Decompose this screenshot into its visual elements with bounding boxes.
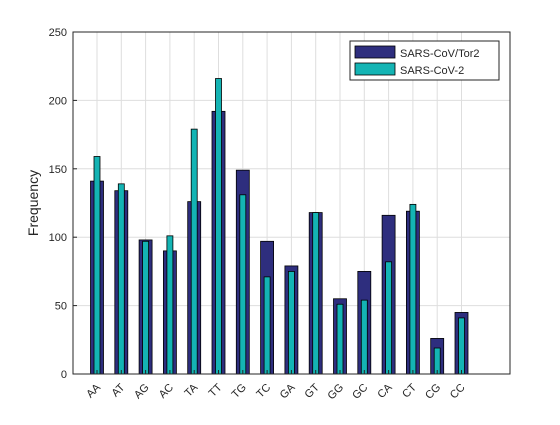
x-tick-label: TC [254, 382, 273, 401]
x-tick-label: CT [400, 381, 419, 400]
legend-swatch-cov2 [354, 62, 396, 76]
x-tick-label: CA [375, 381, 395, 401]
y-axis-label: Frequency [25, 170, 41, 236]
bar-sars-cov-2 [142, 240, 150, 375]
bar-sars-cov-2 [336, 303, 344, 375]
bar-sars-cov-2 [312, 212, 320, 375]
bar-sars-cov-2 [215, 78, 222, 375]
x-tick-label: GC [350, 382, 370, 402]
bar-sars-cov-2 [190, 128, 198, 375]
legend-swatch-tor2 [354, 45, 396, 59]
bar-sars-cov-2 [409, 203, 417, 375]
legend-label-cov2: SARS-CoV-2 [400, 65, 464, 77]
bar-sars-cov-2 [166, 235, 174, 375]
bar-sars-cov-2 [263, 276, 271, 375]
x-tick-label: GA [278, 381, 298, 401]
y-tick-label: 250 [49, 27, 67, 39]
bar-sars-cov-2 [287, 270, 295, 375]
bar-sars-cov-2 [239, 194, 247, 375]
bar-sars-cov-2 [117, 183, 125, 375]
bars-group [90, 78, 469, 375]
legend-label-tor2: SARS-CoV/Tor2 [400, 48, 479, 60]
x-tick-label: AT [110, 381, 128, 399]
y-tick-label: 150 [49, 164, 67, 176]
x-tick-label: TG [230, 382, 249, 401]
x-tick-label: AA [84, 381, 103, 400]
bar-sars-cov-2 [93, 156, 101, 375]
legend: SARS-CoV/Tor2 SARS-CoV-2 [349, 40, 500, 81]
x-tick-label: GG [326, 382, 347, 403]
x-tick-label: GT [303, 381, 322, 400]
x-tick-label: CG [423, 382, 443, 402]
x-axis-ticks: AA AT AG AC TA TT TG TC GA GT GG GC CA CT CG CC [84, 370, 468, 403]
y-tick-label: 0 [61, 369, 67, 381]
x-tick-label: CC [448, 382, 468, 402]
bar-sars-cov-2 [458, 317, 465, 375]
y-tick-label: 200 [49, 95, 67, 107]
bar-sars-cov-2 [360, 299, 368, 375]
y-axis-ticks: 0 50 100 150 200 250 [49, 27, 77, 381]
x-tick-label: TA [182, 381, 200, 399]
bar-sars-cov-2 [385, 261, 393, 375]
x-tick-label: TT [207, 381, 225, 399]
y-tick-label: 100 [49, 232, 67, 244]
y-tick-label: 50 [55, 301, 67, 313]
x-tick-label: AC [157, 382, 176, 401]
x-tick-label: AG [132, 382, 152, 402]
